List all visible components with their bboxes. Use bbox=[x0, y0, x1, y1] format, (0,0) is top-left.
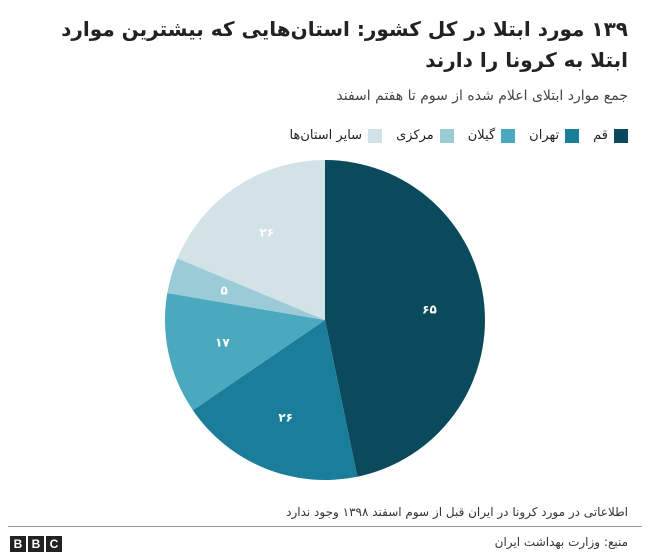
divider bbox=[8, 526, 642, 527]
legend-item-gilan: گیلان bbox=[467, 128, 516, 143]
logo-letter-c: C bbox=[46, 536, 62, 552]
legend-label-tehran: تهران bbox=[529, 128, 560, 143]
legend-label-gilan: گیلان bbox=[467, 128, 496, 143]
chart-title: ۱۳۹ مورد ابتلا در کل کشور: استان‌هایی که… bbox=[61, 17, 628, 72]
source-note: منبع: وزارت بهداشت ایران bbox=[494, 535, 628, 549]
pie-slice-label-3: ۵ bbox=[220, 284, 227, 298]
legend-label-other-provinces: سایر استان‌ها bbox=[289, 128, 363, 143]
pie-slice-3 bbox=[167, 258, 325, 320]
legend-swatch-other-provinces bbox=[368, 128, 383, 143]
legend-label-qom: قم bbox=[593, 128, 608, 143]
pie-slice-2 bbox=[164, 293, 325, 411]
pie-slice-label-2: ۱۷ bbox=[215, 335, 230, 349]
legend-label-markazi: مرکزی bbox=[396, 128, 434, 143]
pie-slice-0 bbox=[325, 160, 486, 477]
pie-slice-label-1: ۲۶ bbox=[278, 410, 293, 424]
pie-slice-4 bbox=[177, 160, 325, 320]
legend-item-qom: قم bbox=[593, 128, 628, 143]
footnote: اطلاعاتی در مورد کرونا در ایران قبل از س… bbox=[286, 505, 628, 519]
logo-letter-b2: B bbox=[28, 536, 44, 552]
pie-slice-1 bbox=[192, 320, 358, 480]
legend-item-other-provinces: سایر استان‌ها bbox=[290, 128, 383, 143]
bbc-logo: B B C bbox=[10, 536, 62, 552]
legend-swatch-qom bbox=[614, 128, 628, 143]
logo-letter-b1: B bbox=[10, 536, 26, 552]
legend-swatch-tehran bbox=[565, 128, 580, 143]
legend-item-tehran: تهران bbox=[529, 128, 580, 143]
chart-subtitle: جمع موارد ابتلای اعلام شده از سوم تا هفت… bbox=[336, 88, 628, 104]
legend-swatch-gilan bbox=[501, 128, 516, 143]
legend: قم تهران گیلان مرکزی سایر استان‌ها bbox=[290, 128, 628, 143]
legend-swatch-markazi bbox=[439, 128, 454, 143]
pie-chart: ۶۵ ۲۶ ۱۷ ۵ ۲۶ bbox=[164, 160, 486, 480]
pie-slice-label-0: ۶۵ bbox=[422, 302, 437, 316]
legend-item-markazi: مرکزی bbox=[396, 128, 454, 143]
pie-slice-label-4: ۲۶ bbox=[259, 226, 274, 240]
